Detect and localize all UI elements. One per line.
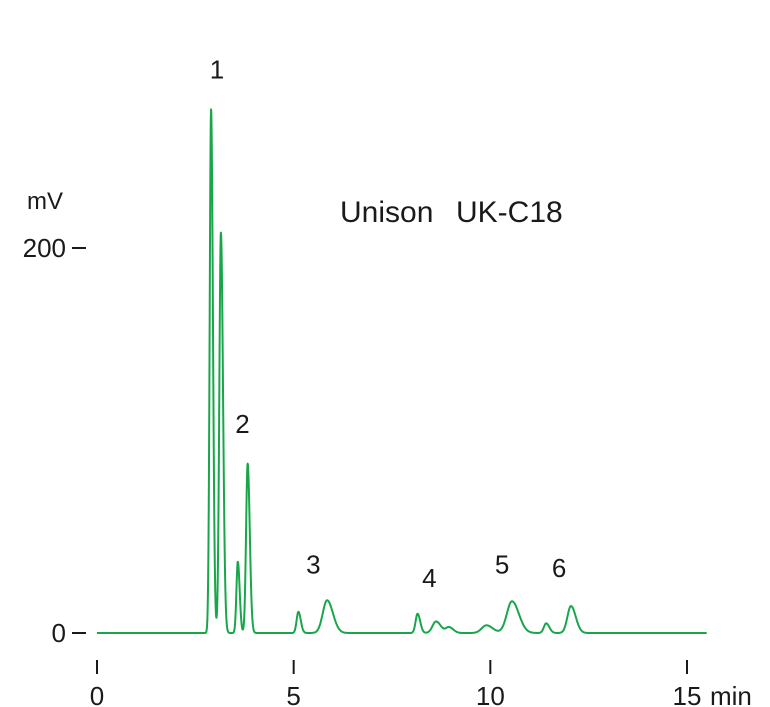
peak-annotations: 1 2 3 4 5 6 xyxy=(210,55,567,593)
axis-ticks: 0 5 10 15 0 200 xyxy=(23,233,702,707)
series-layer xyxy=(96,108,708,634)
x-tick-label: 0 xyxy=(90,681,104,707)
y-tick-label: 200 xyxy=(23,233,66,263)
x-axis-unit-label: min xyxy=(710,681,752,707)
chart-title: UK-C18 xyxy=(456,196,563,229)
y-tick-label: 0 xyxy=(52,618,66,648)
peak-label: 6 xyxy=(552,553,566,583)
peak-label: 1 xyxy=(210,55,224,85)
peak-label: 2 xyxy=(235,409,249,439)
peak-label: 4 xyxy=(422,563,436,593)
chromatogram-trace xyxy=(96,108,708,634)
chart-title-prefix: Unison xyxy=(340,196,433,229)
x-tick-label: 15 xyxy=(673,681,702,707)
y-axis-unit-label: mV xyxy=(27,188,63,215)
x-tick-label: 10 xyxy=(476,681,505,707)
x-tick-label: 5 xyxy=(286,681,300,707)
peak-label: 3 xyxy=(306,549,320,579)
peak-label: 5 xyxy=(495,549,509,579)
